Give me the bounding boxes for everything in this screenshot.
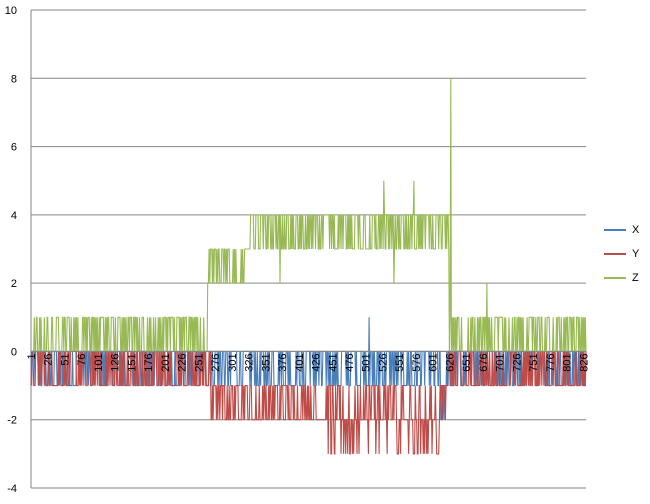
x-tick-label: 251: [193, 353, 205, 371]
x-tick-label: 626: [444, 353, 456, 371]
x-tick-label: 1: [26, 353, 38, 359]
legend-label-z: Z: [632, 272, 639, 284]
x-tick-label: 126: [110, 353, 122, 371]
x-tick-label: 176: [143, 353, 155, 371]
x-tick-label: 301: [227, 353, 239, 371]
legend-swatch-z: [604, 277, 626, 279]
x-tick-label: 451: [327, 353, 339, 371]
x-tick-label: 726: [511, 353, 523, 371]
y-tick-label: 4: [11, 210, 17, 222]
x-tick-label: 676: [478, 353, 490, 371]
legend-label-y: Y: [632, 248, 640, 260]
x-tick-label: 326: [244, 353, 256, 371]
legend-item-x: X: [604, 218, 648, 242]
y-tick-label: 0: [11, 346, 17, 358]
legend-item-z: Z: [604, 266, 648, 290]
y-tick-label: -2: [7, 415, 17, 427]
x-tick-label: 476: [344, 353, 356, 371]
legend: X Y Z: [604, 218, 648, 290]
y-tick-label: -4: [7, 483, 17, 495]
x-tick-label: 101: [93, 353, 105, 371]
x-tick-label: 826: [578, 353, 590, 371]
x-tick-label: 601: [428, 353, 440, 371]
x-tick-label: 226: [177, 353, 189, 371]
legend-swatch-y: [604, 253, 626, 255]
x-tick-label: 76: [76, 353, 88, 365]
x-tick-label: 51: [59, 353, 71, 365]
x-tick-label: 526: [377, 353, 389, 371]
x-tick-label: 701: [495, 353, 507, 371]
x-tick-label: 576: [411, 353, 423, 371]
x-tick-label: 401: [294, 353, 306, 371]
legend-item-y: Y: [604, 242, 648, 266]
x-tick-label: 751: [528, 353, 540, 371]
x-tick-label: 776: [545, 353, 557, 371]
y-tick-label: 8: [11, 73, 17, 85]
x-tick-label: 651: [461, 353, 473, 371]
x-tick-label: 801: [562, 353, 574, 371]
y-tick-label: 10: [5, 5, 17, 17]
x-tick-label: 551: [394, 353, 406, 371]
x-tick-label: 276: [210, 353, 222, 371]
x-tick-label: 501: [361, 353, 373, 371]
legend-swatch-x: [604, 229, 626, 231]
x-tick-label: 201: [160, 353, 172, 371]
x-tick-label: 426: [311, 353, 323, 371]
y-tick-label: 2: [11, 278, 17, 290]
legend-label-x: X: [632, 224, 640, 236]
y-tick-label: 6: [11, 142, 17, 154]
x-tick-label: 151: [126, 353, 138, 371]
x-tick-label: 26: [43, 353, 55, 365]
x-tick-label: 376: [277, 353, 289, 371]
x-tick-label: 351: [260, 353, 272, 371]
